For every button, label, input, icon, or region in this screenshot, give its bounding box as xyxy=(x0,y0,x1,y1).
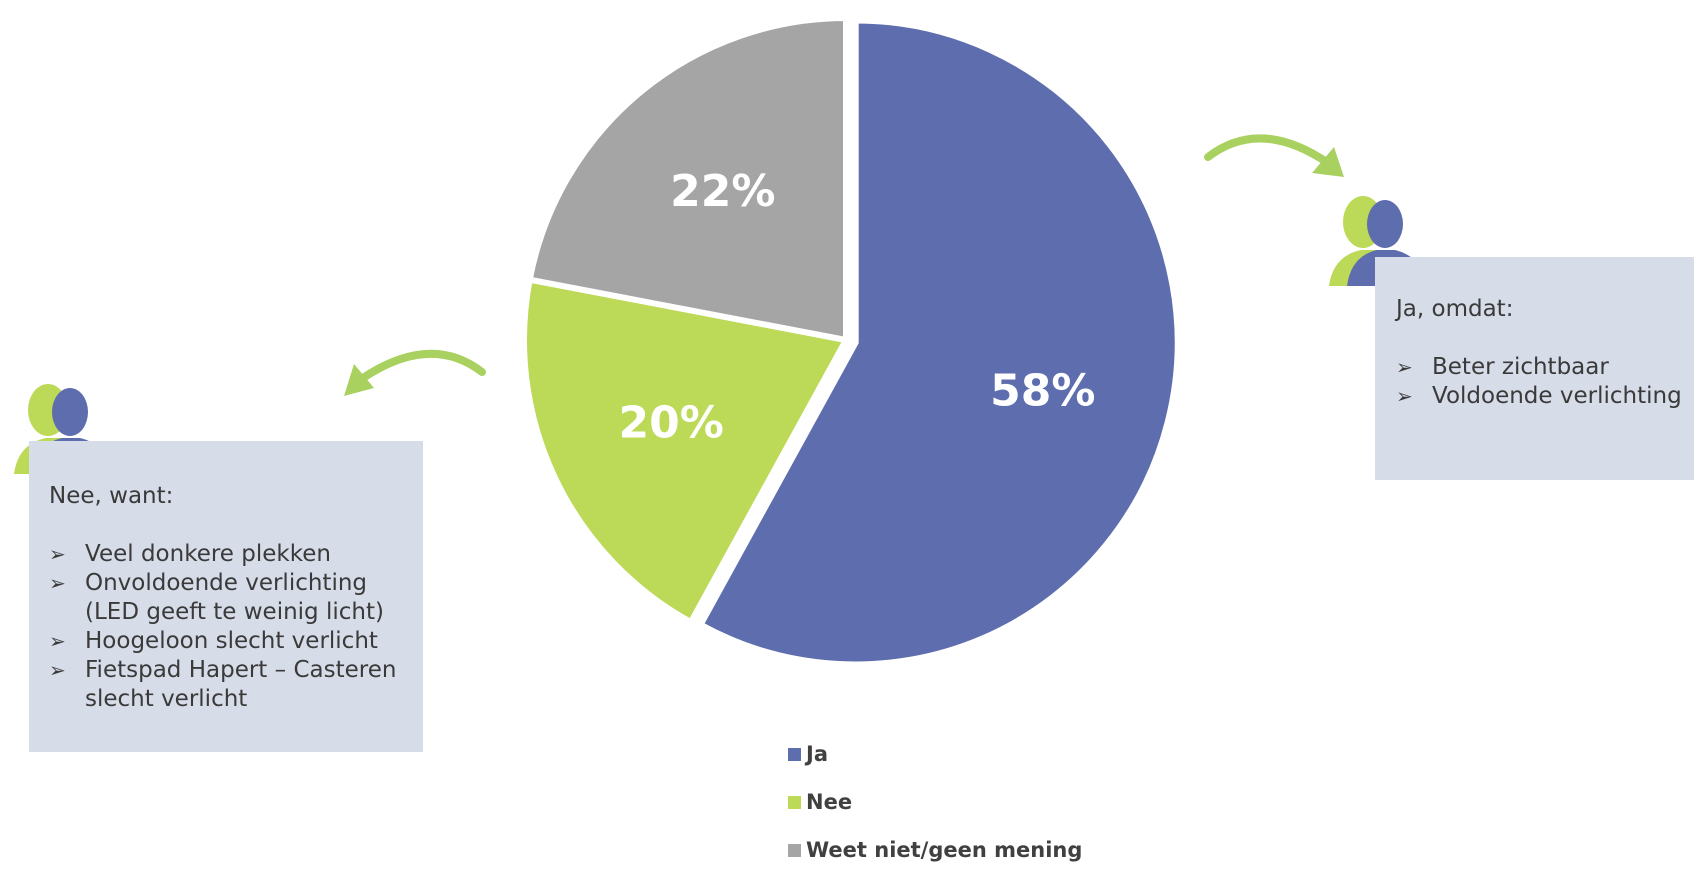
pie-slice-1 xyxy=(521,276,851,627)
ja-reason-item: Beter zichtbaar xyxy=(1396,353,1684,382)
nee-reason-item: Veel donkere plekken xyxy=(49,540,405,569)
ja-reasons-list: Beter zichtbaar Voldoende verlichting xyxy=(1396,353,1684,411)
legend-item-nee: Nee xyxy=(788,778,1082,826)
nee-reasons-box: Nee, want: Veel donkere plekken Onvoldoe… xyxy=(29,441,423,752)
curved-arrow-icon xyxy=(1204,134,1344,177)
legend-item-ja: Ja xyxy=(788,730,1082,778)
ja-heading: Ja, omdat: xyxy=(1396,296,1514,322)
pie-slice-0 xyxy=(696,17,1181,668)
legend-swatch xyxy=(788,843,801,857)
pie-chart: 58% 20% 22% xyxy=(521,14,1181,668)
curved-arrow-icon xyxy=(344,349,486,396)
nee-reasons-list: Veel donkere plekken Onvoldoende verlich… xyxy=(49,540,405,714)
nee-reason-item: Hoogeloon slecht verlicht xyxy=(49,627,405,656)
legend-label: Ja xyxy=(806,742,828,766)
nee-reason-item: Fietspad Hapert – Casteren slecht verlic… xyxy=(49,656,405,714)
legend-item-weet-niet: Weet niet/geen mening xyxy=(788,826,1082,874)
nee-reason-item: Onvoldoende verlichting (LED geeft te we… xyxy=(49,569,405,627)
legend-label: Nee xyxy=(806,790,853,814)
legend-swatch xyxy=(788,747,801,761)
slice-value-label: 20% xyxy=(619,397,724,448)
nee-heading: Nee, want: xyxy=(49,483,174,509)
slice-value-label: 58% xyxy=(990,366,1095,417)
legend-swatch xyxy=(788,795,801,809)
ja-reasons-box: Ja, omdat: Beter zichtbaar Voldoende ver… xyxy=(1375,257,1694,480)
legend-label: Weet niet/geen mening xyxy=(806,838,1083,862)
slice-value-label: 22% xyxy=(670,166,775,217)
pie-slice-2 xyxy=(526,14,849,344)
ja-reason-item: Voldoende verlichting xyxy=(1396,382,1684,411)
chart-legend: Ja Nee Weet niet/geen mening xyxy=(788,730,1082,874)
